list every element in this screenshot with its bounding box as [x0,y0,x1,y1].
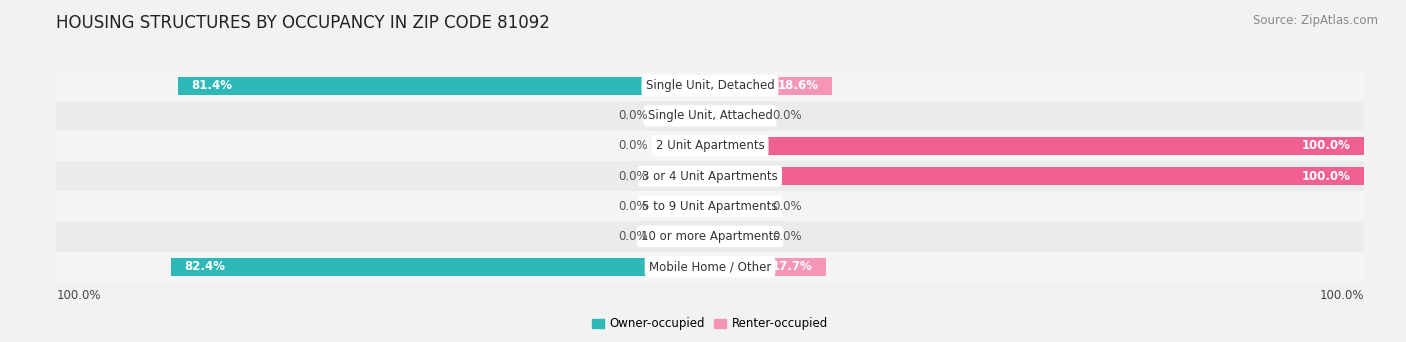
Bar [710,197,762,215]
Text: 2 Unit Apartments: 2 Unit Apartments [655,140,765,153]
Text: 0.0%: 0.0% [619,170,648,183]
Text: Single Unit, Attached: Single Unit, Attached [648,109,772,122]
Text: Mobile Home / Other: Mobile Home / Other [648,260,772,273]
Text: Single Unit, Detached: Single Unit, Detached [645,79,775,92]
Text: 0.0%: 0.0% [619,230,648,243]
Text: 0.0%: 0.0% [619,200,648,213]
Text: 100.0%: 100.0% [1319,289,1364,302]
Text: 17.7%: 17.7% [772,260,813,273]
Bar [658,167,710,185]
Bar [658,137,710,155]
Text: 0.0%: 0.0% [772,230,801,243]
Text: 0.0%: 0.0% [619,140,648,153]
Bar [56,191,1364,221]
Legend: Owner-occupied, Renter-occupied: Owner-occupied, Renter-occupied [586,313,834,335]
Bar [658,197,710,215]
Text: 18.6%: 18.6% [778,79,818,92]
Text: 3 or 4 Unit Apartments: 3 or 4 Unit Apartments [643,170,778,183]
Bar [177,77,710,95]
Text: 81.4%: 81.4% [191,79,232,92]
Bar [56,101,1364,131]
Bar [56,251,1364,282]
Text: 100.0%: 100.0% [1302,170,1351,183]
Bar [658,227,710,246]
Text: 82.4%: 82.4% [184,260,225,273]
Text: HOUSING STRUCTURES BY OCCUPANCY IN ZIP CODE 81092: HOUSING STRUCTURES BY OCCUPANCY IN ZIP C… [56,14,550,32]
Bar [172,258,710,276]
Bar [710,258,825,276]
Bar [56,131,1364,161]
Text: 0.0%: 0.0% [772,109,801,122]
Text: 100.0%: 100.0% [1302,140,1351,153]
Bar [710,107,762,125]
Text: 100.0%: 100.0% [56,289,101,302]
Bar [56,70,1364,101]
Text: 0.0%: 0.0% [619,109,648,122]
Bar [710,227,762,246]
Text: Source: ZipAtlas.com: Source: ZipAtlas.com [1253,14,1378,27]
Text: 0.0%: 0.0% [772,200,801,213]
Bar [710,137,1364,155]
Bar [710,167,1364,185]
Text: 10 or more Apartments: 10 or more Apartments [641,230,779,243]
Bar [658,107,710,125]
Text: 5 to 9 Unit Apartments: 5 to 9 Unit Apartments [643,200,778,213]
Bar [56,161,1364,191]
Bar [56,221,1364,251]
Bar [710,77,831,95]
